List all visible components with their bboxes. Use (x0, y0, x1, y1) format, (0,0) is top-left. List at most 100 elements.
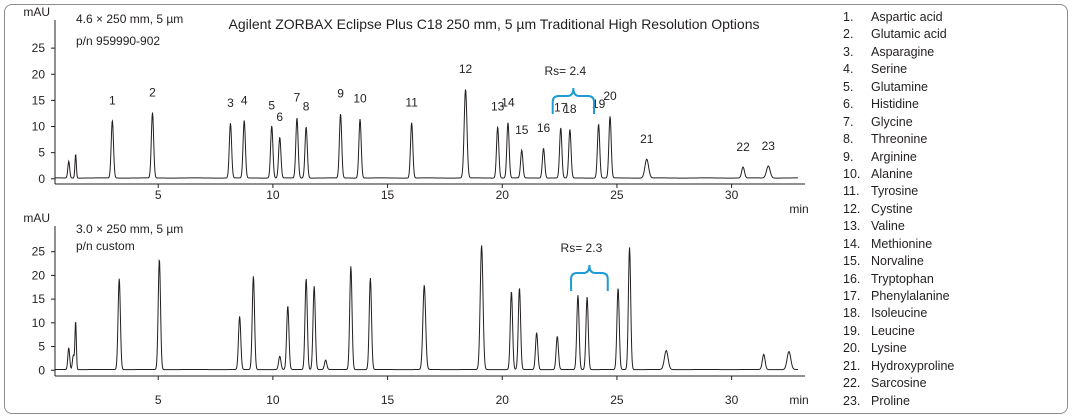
peak-label: 4 (241, 93, 248, 107)
peak-label: 2 (149, 85, 156, 99)
y-tick-label: 15 (32, 292, 46, 306)
legend-item: 8. Threonine (843, 131, 1068, 148)
legend-compound-name: Asparagine (871, 44, 935, 59)
legend-item: 22. Sarcosine (843, 375, 1068, 392)
legend-item: 20. Lysine (843, 340, 1068, 357)
legend-number: 6. (843, 97, 854, 112)
y-tick-label: 25 (32, 41, 46, 55)
part-number-label: p/n 959990-902 (76, 34, 160, 48)
y-axis-label: mAU (23, 211, 50, 225)
y-tick-label: 25 (32, 245, 46, 259)
peak-label: 22 (736, 140, 750, 154)
y-tick-label: 0 (38, 363, 45, 377)
column-dimension-label: 3.0 × 250 mm, 5 µm (76, 222, 183, 236)
legend-number: 22. (843, 376, 861, 391)
legend-compound-name: Lysine (871, 341, 907, 356)
peak-label: 1 (109, 93, 116, 107)
legend-item: 4. Serine (843, 61, 1068, 78)
legend-item: 18. Isoleucine (843, 305, 1068, 322)
legend-compound-name: Phenylalanine (871, 289, 950, 303)
legend-number: 13. (843, 219, 861, 234)
x-tick-label: 25 (610, 188, 624, 202)
legend-number: 16. (843, 271, 861, 286)
peak-label: 3 (227, 96, 234, 110)
x-tick-label: 30 (725, 188, 739, 202)
legend-item: 12. Cystine (843, 201, 1068, 218)
legend-number: 5. (843, 79, 854, 94)
y-tick-label: 20 (32, 268, 46, 282)
y-tick-label: 10 (32, 316, 46, 330)
legend-item: 3. Asparagine (843, 44, 1068, 61)
resolution-bracket (551, 87, 595, 114)
peak-label: 7 (294, 91, 301, 105)
legend-number: 7. (843, 114, 854, 129)
x-tick-label: 10 (266, 393, 280, 407)
peak-label: 14 (501, 95, 515, 109)
legend-item: 19. Leucine (843, 323, 1068, 340)
legend-compound-name: Valine (871, 219, 905, 234)
legend-number: 20. (843, 341, 861, 356)
legend-compound-name: Tyrosine (871, 184, 919, 199)
peak-label: 11 (405, 95, 418, 109)
x-tick-label: 15 (381, 393, 395, 407)
peak-label: 6 (276, 110, 283, 124)
legend-compound-name: Glutamine (871, 79, 928, 94)
peak-label: 21 (640, 132, 654, 146)
legend-item: 5. Glutamine (843, 79, 1068, 96)
column-dimension-label: 4.6 × 250 mm, 5 µm (76, 12, 183, 26)
legend-compound-name: Histidine (871, 97, 919, 112)
legend-compound-name: Glycine (871, 114, 913, 129)
resolution-label: Rs= 2.4 (544, 64, 586, 78)
y-tick-label: 5 (38, 146, 45, 160)
chromatogram-trace (55, 89, 798, 179)
legend-number: 21. (843, 358, 861, 373)
legend-compound-name: Leucine (871, 323, 915, 338)
compound-legend: 1. Aspartic acid 2. Glutamic acid 3. Asparagi… (843, 9, 1068, 410)
resolution-bracket (570, 264, 609, 291)
y-tick-label: 20 (32, 67, 46, 81)
peak-label: 13 (491, 100, 505, 114)
legend-compound-name: Threonine (871, 132, 928, 147)
x-tick-label: 20 (496, 188, 510, 202)
legend-number: 9. (843, 149, 854, 164)
peak-label: 9 (337, 86, 344, 100)
peak-label: 20 (603, 89, 617, 103)
legend-number: 8. (843, 132, 854, 147)
y-axis-label: mAU (23, 5, 50, 19)
figure-frame (4, 4, 1068, 414)
legend-compound-name: Arginine (871, 149, 917, 164)
y-tick-label: 5 (38, 340, 45, 354)
x-axis-label: min (789, 393, 808, 407)
peak-label: 19 (592, 97, 606, 111)
peak-label: 15 (515, 123, 529, 137)
legend-item: 16. Tryptophan (843, 271, 1068, 288)
x-tick-label: 15 (381, 188, 395, 202)
chromatogram-trace (55, 245, 798, 371)
legend-compound-name: Cystine (871, 201, 913, 216)
legend-item: 11. Tyrosine (843, 183, 1068, 200)
legend-item: 9. Arginine (843, 149, 1068, 166)
legend-compound-name: Aspartic acid (871, 10, 943, 24)
y-tick-label: 15 (32, 93, 46, 107)
legend-compound-name: Tryptophan (871, 271, 934, 286)
x-tick-label: 20 (496, 393, 510, 407)
legend-number: 3. (843, 44, 854, 59)
legend-item: 17. Phenylalanine (843, 288, 1068, 305)
legend-number: 1. (843, 10, 854, 24)
legend-compound-name: Proline (871, 393, 910, 408)
peak-label: 18 (563, 102, 577, 116)
legend-number: 2. (843, 27, 854, 42)
x-axis-label: min (789, 202, 808, 216)
legend-number: 23. (843, 393, 861, 408)
legend-compound-name: Isoleucine (871, 306, 928, 321)
resolution-label: Rs= 2.3 (561, 241, 603, 255)
legend-item: 10. Alanine (843, 166, 1068, 183)
legend-number: 4. (843, 62, 854, 77)
y-tick-label: 0 (38, 172, 45, 186)
legend-item: 15. Norvaline (843, 253, 1068, 270)
peak-label: 5 (268, 99, 275, 113)
legend-item: 23. Proline (843, 393, 1068, 410)
legend-compound-name: Norvaline (871, 254, 924, 269)
peak-label: 8 (303, 100, 310, 114)
